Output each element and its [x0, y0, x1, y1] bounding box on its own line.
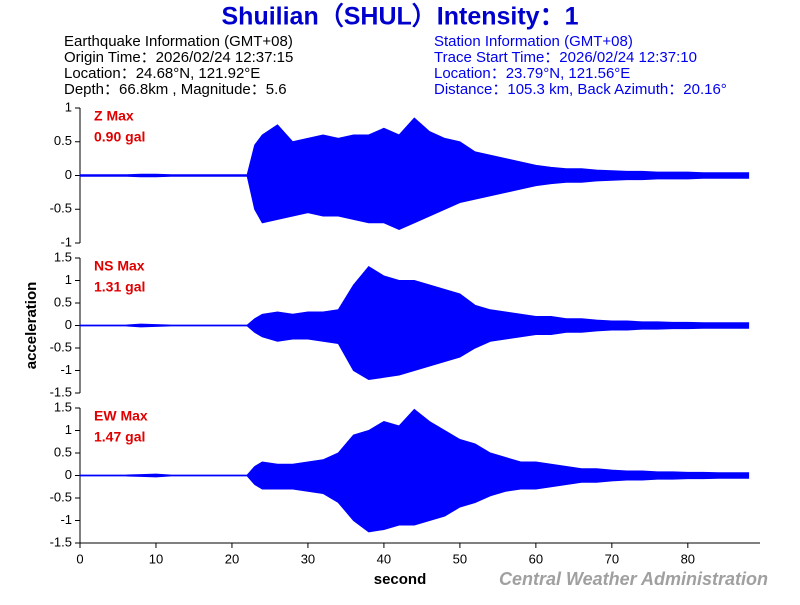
max-annotation: 1.31 gal — [94, 279, 145, 295]
max-annotation: 1.47 gal — [94, 429, 145, 445]
y-tick-label: 0.5 — [54, 133, 72, 148]
eq-info: Earthquake Information (GMT+08) — [64, 33, 293, 50]
y-tick-label: 1.5 — [54, 399, 72, 414]
y-tick-label: -1.5 — [50, 534, 72, 549]
station-info: Distance：105.3 km, Back Azimuth：20.16° — [434, 81, 727, 98]
y-tick-label: 0.5 — [54, 294, 72, 309]
waveform-envelope — [79, 265, 750, 381]
station-info: Location：23.79°N, 121.56°E — [434, 65, 630, 82]
footer: Central Weather Administration — [499, 569, 768, 589]
y-tick-label: -0.5 — [50, 201, 72, 216]
max-annotation: 0.90 gal — [94, 129, 145, 145]
eq-info: Origin Time：2026/02/24 12:37:15 — [64, 49, 293, 66]
y-tick-label: -1 — [60, 512, 72, 527]
x-tick-label: 10 — [149, 551, 163, 566]
station-info: Trace Start Time：2026/02/24 12:37:10 — [434, 49, 697, 66]
y-axis-label: acceleration — [23, 282, 40, 370]
x-tick-label: 40 — [377, 551, 391, 566]
y-tick-label: -1.5 — [50, 384, 72, 399]
waveform-envelope — [79, 117, 750, 231]
y-tick-label: 0 — [65, 317, 72, 332]
y-tick-label: 1 — [65, 272, 72, 287]
x-tick-label: 0 — [76, 551, 83, 566]
max-annotation: NS Max — [94, 258, 145, 274]
y-tick-label: -1 — [60, 234, 72, 249]
y-tick-label: 1.5 — [54, 249, 72, 264]
x-tick-label: 30 — [301, 551, 315, 566]
x-tick-label: 50 — [453, 551, 467, 566]
eq-info: Depth：66.8km , Magnitude：5.6 — [64, 81, 287, 98]
eq-info: Location：24.68°N, 121.92°E — [64, 65, 260, 82]
y-tick-label: -0.5 — [50, 489, 72, 504]
x-tick-label: 60 — [529, 551, 543, 566]
y-tick-label: -1 — [60, 362, 72, 377]
x-axis-label: second — [374, 571, 427, 588]
y-tick-label: 1 — [65, 99, 72, 114]
x-tick-label: 20 — [225, 551, 239, 566]
y-tick-label: -0.5 — [50, 339, 72, 354]
y-tick-label: 0.5 — [54, 444, 72, 459]
waveform-envelope — [79, 408, 750, 533]
y-tick-label: 0 — [65, 167, 72, 182]
station-info: Station Information (GMT+08) — [434, 33, 633, 50]
max-annotation: Z Max — [94, 108, 134, 124]
max-annotation: EW Max — [94, 408, 148, 424]
y-tick-label: 1 — [65, 422, 72, 437]
x-tick-label: 70 — [605, 551, 619, 566]
x-tick-label: 80 — [681, 551, 695, 566]
y-tick-label: 0 — [65, 467, 72, 482]
chart-title: Shuilian（SHUL）Intensity：1 — [222, 2, 579, 31]
